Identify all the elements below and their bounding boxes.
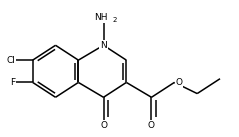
Text: N: N <box>100 41 107 50</box>
Text: O: O <box>175 78 182 87</box>
Text: 2: 2 <box>112 17 117 23</box>
Text: O: O <box>148 121 155 129</box>
Text: NH: NH <box>94 13 108 22</box>
Text: F: F <box>11 78 16 87</box>
Text: O: O <box>100 121 107 129</box>
Text: Cl: Cl <box>7 56 16 65</box>
